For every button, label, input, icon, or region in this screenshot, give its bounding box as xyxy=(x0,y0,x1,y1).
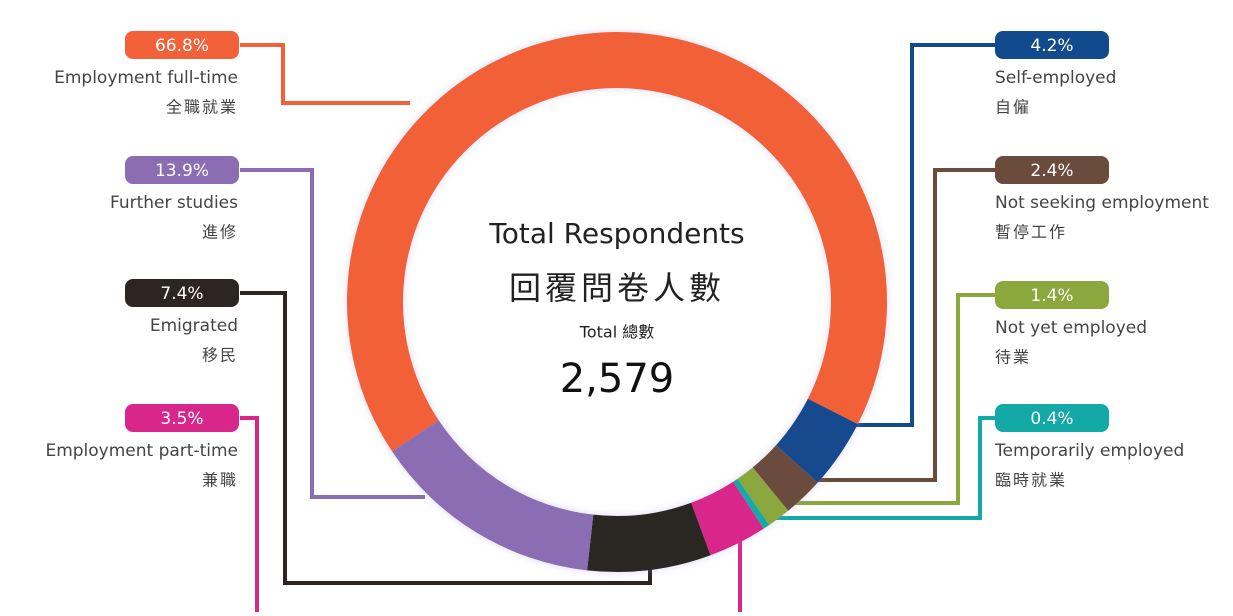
value-pill xyxy=(995,156,1109,184)
value-label: 1.4% xyxy=(1030,286,1073,306)
leader-line xyxy=(240,416,259,612)
value-pill xyxy=(125,31,239,59)
value-pill xyxy=(995,31,1109,59)
value-label: 7.4% xyxy=(160,284,203,304)
slice xyxy=(587,502,711,572)
center-title: Total Respondents xyxy=(488,217,744,250)
center-title-zh: 回覆問卷人數 xyxy=(509,269,725,307)
slice xyxy=(733,478,770,529)
value-pill xyxy=(125,156,239,184)
legend-name-zh: 移民 xyxy=(202,346,238,365)
leader-line xyxy=(240,43,410,105)
leader-line xyxy=(240,168,425,499)
value-pill xyxy=(995,281,1109,309)
value-label: 4.2% xyxy=(1030,36,1073,56)
legend-name: Temporarily employed xyxy=(994,441,1184,461)
value-pill xyxy=(125,279,239,307)
slice xyxy=(346,31,887,452)
legend-name-zh: 進修 xyxy=(202,223,238,242)
value-pill xyxy=(125,404,239,432)
legend-name-zh: 臨時就業 xyxy=(995,471,1067,490)
legend-name: Self-employed xyxy=(995,68,1116,88)
leader-line xyxy=(770,416,995,520)
legend-name-zh: 自僱 xyxy=(995,98,1031,117)
total-label: Total 總數 xyxy=(579,323,654,342)
value-label: 2.4% xyxy=(1030,161,1073,181)
donut xyxy=(346,31,887,572)
slice xyxy=(776,398,858,483)
labels: 66.8% Employment full-time 全職就業 4.2% Self-em… xyxy=(45,31,1209,490)
leader-lines xyxy=(240,43,995,612)
value-label: 13.9% xyxy=(155,161,209,181)
value-label: 0.4% xyxy=(1030,409,1073,429)
leader-line xyxy=(850,43,995,427)
value-label: 3.5% xyxy=(160,409,203,429)
total-value: 2,579 xyxy=(560,356,675,402)
leader-line xyxy=(810,168,995,482)
leader-line xyxy=(788,293,995,505)
slice xyxy=(392,420,594,571)
value-label: 66.8% xyxy=(155,36,209,56)
legend-name-zh: 全職就業 xyxy=(166,98,238,117)
legend-name: Not seeking employment xyxy=(995,193,1209,213)
legend-name-zh: 待業 xyxy=(995,348,1031,367)
slice xyxy=(752,445,818,511)
value-pill xyxy=(995,404,1109,432)
legend-name: Further studies xyxy=(110,193,238,213)
legend-name-zh: 兼職 xyxy=(202,471,238,490)
legend-name-zh: 暫停工作 xyxy=(995,223,1067,242)
slice xyxy=(691,481,764,556)
leader-line xyxy=(240,291,652,585)
legend-name: Employment part-time xyxy=(45,441,238,461)
legend-name: Emigrated xyxy=(150,316,238,336)
legend-name: Employment full-time xyxy=(54,68,238,88)
legend-name: Not yet employed xyxy=(995,318,1147,338)
slice xyxy=(737,467,789,525)
